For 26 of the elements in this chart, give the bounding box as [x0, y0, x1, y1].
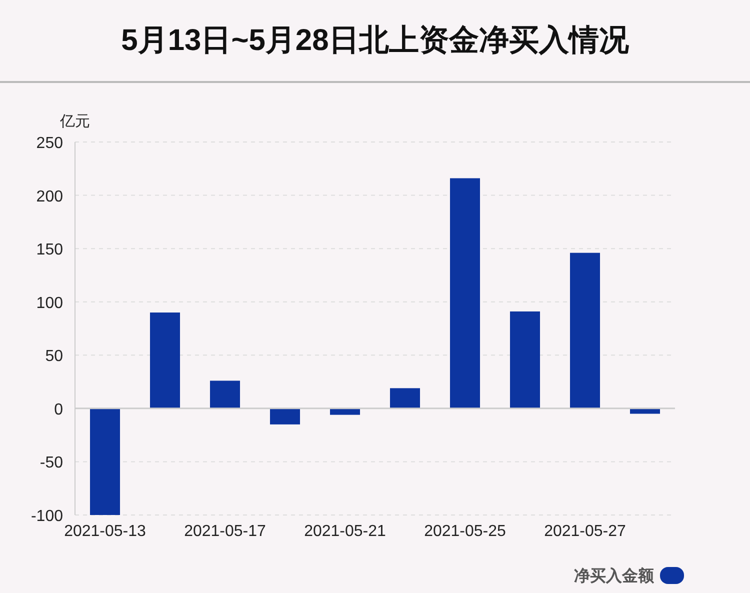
x-tick-label: 2021-05-25 — [424, 523, 506, 540]
chart-title: 5月13日~5月28日北上资金净买入情况 — [121, 24, 630, 57]
y-tick-label: 150 — [36, 242, 64, 259]
bar — [510, 311, 540, 408]
y-axis-title: 亿元 — [59, 113, 90, 130]
bar — [330, 408, 360, 415]
bar — [570, 252, 600, 408]
bar — [270, 408, 300, 424]
y-tick-label: 200 — [36, 188, 64, 206]
bar — [150, 312, 180, 408]
legend-label: 净买入金额 — [574, 567, 655, 585]
bar — [630, 408, 660, 414]
y-tick-label: 50 — [45, 348, 64, 366]
x-tick-label: 2021-05-13 — [64, 523, 146, 540]
y-tick-label: -100 — [30, 508, 64, 525]
bar — [210, 380, 240, 408]
bar — [90, 408, 120, 515]
x-tick-label: 2021-05-17 — [184, 523, 266, 540]
y-tick-label: 250 — [36, 135, 64, 152]
x-tick-label: 2021-05-27 — [544, 523, 626, 540]
bar — [450, 178, 480, 408]
y-tick-label: -50 — [40, 454, 64, 472]
x-tick-label: 2021-05-21 — [304, 523, 386, 540]
y-tick-label: 100 — [36, 294, 64, 312]
y-tick-label: 0 — [54, 401, 64, 418]
bar — [390, 388, 420, 408]
